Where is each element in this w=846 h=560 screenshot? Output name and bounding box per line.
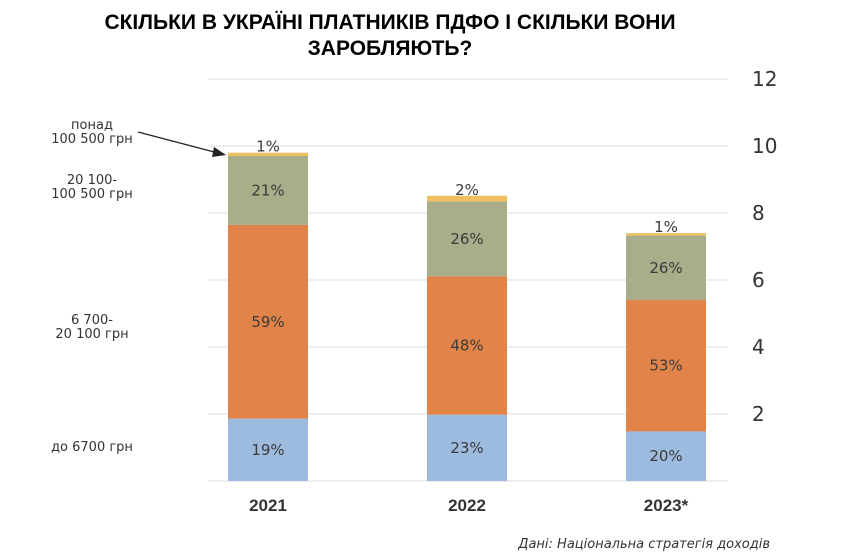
y-tick-label: 12: [752, 67, 777, 91]
segment-label: 48%: [450, 337, 483, 355]
y-tick-label: 2: [752, 402, 765, 426]
bars: 19% 59% 21% 1% 23% 48% 26% 2% 20% 53% 26% 1%: [228, 138, 706, 481]
segment-label: 53%: [649, 357, 682, 375]
segment-label: 59%: [251, 313, 284, 331]
bar-segment: [228, 152, 308, 156]
bar-segment: [427, 414, 507, 481]
segment-label: 20%: [649, 447, 682, 465]
segment-label: 2%: [455, 181, 479, 199]
bar-segment: [427, 195, 507, 202]
y-tick-label: 10: [752, 134, 777, 158]
legend-arrow-head: [212, 147, 226, 157]
segment-label: 19%: [251, 441, 284, 459]
segment-label: 1%: [654, 218, 678, 236]
x-axis: 2021 2022 2023*: [249, 496, 689, 515]
bar-segment: [427, 201, 507, 277]
series-label: понад 100 500 грн: [51, 118, 132, 147]
y-axis: 2 4 6 8 10 12: [752, 67, 777, 426]
series-label: 20 100-100 500 грн: [51, 173, 132, 202]
chart-title: СКІЛЬКИ В УКРАЇНІ ПЛАТНИКІВ ПДФО І СКІЛЬ…: [104, 11, 676, 60]
segment-label: 23%: [450, 439, 483, 457]
segment-label: 1%: [256, 138, 280, 156]
legend-arrow: [137, 131, 219, 154]
segment-label: 26%: [450, 230, 483, 248]
y-tick-label: 6: [752, 268, 765, 292]
segment-label: 21%: [251, 181, 284, 199]
bar-segment: [228, 418, 308, 481]
data-source: Дані: Національна стратегія доходів: [518, 537, 770, 552]
x-tick-label: 2021: [249, 496, 287, 515]
bar-segment: [228, 224, 308, 419]
bar-segment: [626, 235, 706, 301]
segment-label: 26%: [649, 259, 682, 277]
x-tick-label: 2022: [448, 496, 486, 515]
bar-segment: [626, 300, 706, 432]
y-tick-label: 4: [752, 335, 765, 359]
bar-segment: [427, 276, 507, 415]
bar-segment: [626, 431, 706, 481]
bar-segment: [228, 155, 308, 225]
series-label: до 6700 грн: [51, 440, 133, 455]
bar-segment: [626, 233, 706, 236]
x-tick-label: 2023*: [644, 496, 689, 515]
y-tick-label: 8: [752, 201, 765, 225]
series-label: 6 700-20 100 грн: [55, 313, 128, 342]
category-labels: понад 100 500 грн 20 100-100 500 грн 6 700-…: [51, 118, 133, 455]
